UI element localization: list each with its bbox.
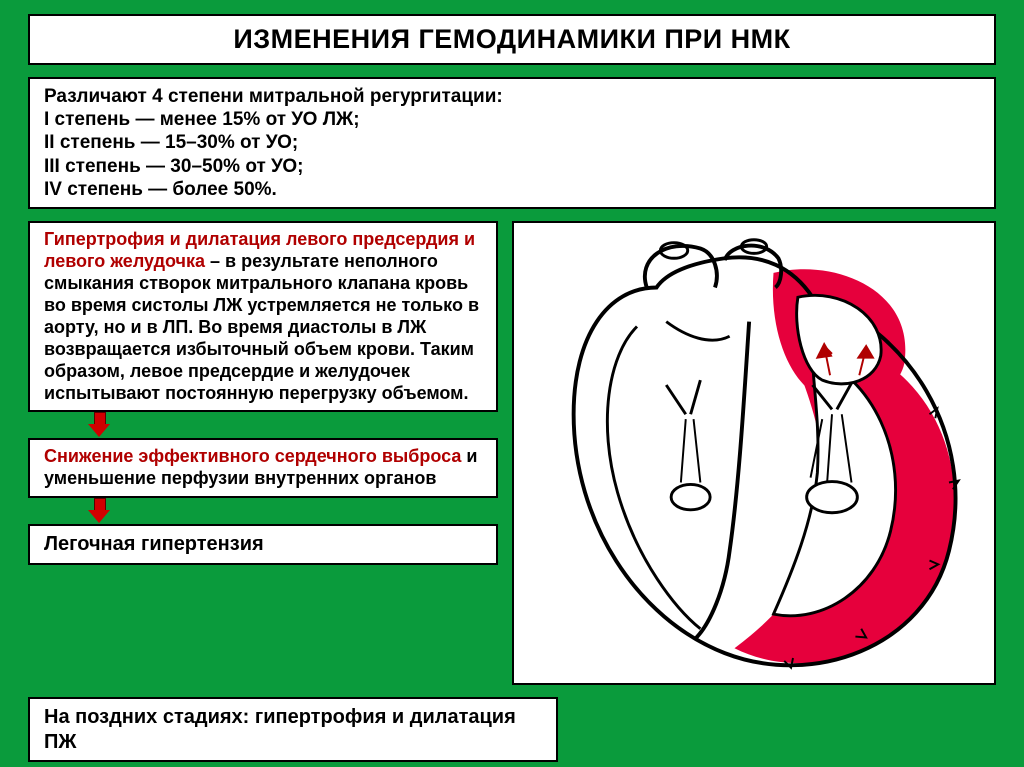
arrow-2 — [28, 498, 498, 524]
hypertrophy-card: Гипертрофия и дилатация левого предсерди… — [28, 221, 498, 413]
degree-line: IV степень — более 50%. — [44, 178, 980, 201]
late-stage-card: На поздних стадиях: гипертрофия и дилата… — [28, 697, 558, 762]
down-arrow-icon — [88, 498, 110, 524]
degree-line: II степень — 15–30% от УО; — [44, 131, 980, 154]
arrow-1 — [28, 412, 498, 438]
late-stage-text: На поздних стадиях: гипертрофия и дилата… — [44, 706, 516, 752]
right-column — [512, 221, 996, 686]
degree-line: I степень — менее 15% от УО ЛЖ; — [44, 108, 980, 131]
hypertrophy-rest: – в результате неполного смыкания створо… — [44, 251, 479, 403]
pulm-card: Легочная гипертензия — [28, 524, 498, 564]
heart-diagram — [512, 221, 996, 686]
heart-svg — [520, 229, 988, 678]
degree-line: III степень — 30–50% от УО; — [44, 155, 980, 178]
output-lead: Снижение эффективного сердечного выброса — [44, 446, 461, 466]
degrees-intro: Различают 4 степени митральной регургита… — [44, 85, 980, 108]
left-column: Гипертрофия и дилатация левого предсерди… — [28, 221, 498, 686]
degrees-card: Различают 4 степени митральной регургита… — [28, 77, 996, 209]
page-title: ИЗМЕНЕНИЯ ГЕМОДИНАМИКИ ПРИ НМК — [48, 24, 976, 55]
pulm-text: Легочная гипертензия — [44, 533, 264, 555]
down-arrow-icon — [88, 412, 110, 438]
output-card: Снижение эффективного сердечного выброса… — [28, 438, 498, 498]
title-box: ИЗМЕНЕНИЯ ГЕМОДИНАМИКИ ПРИ НМК — [28, 14, 996, 65]
two-column-row: Гипертрофия и дилатация левого предсерди… — [14, 221, 1010, 686]
